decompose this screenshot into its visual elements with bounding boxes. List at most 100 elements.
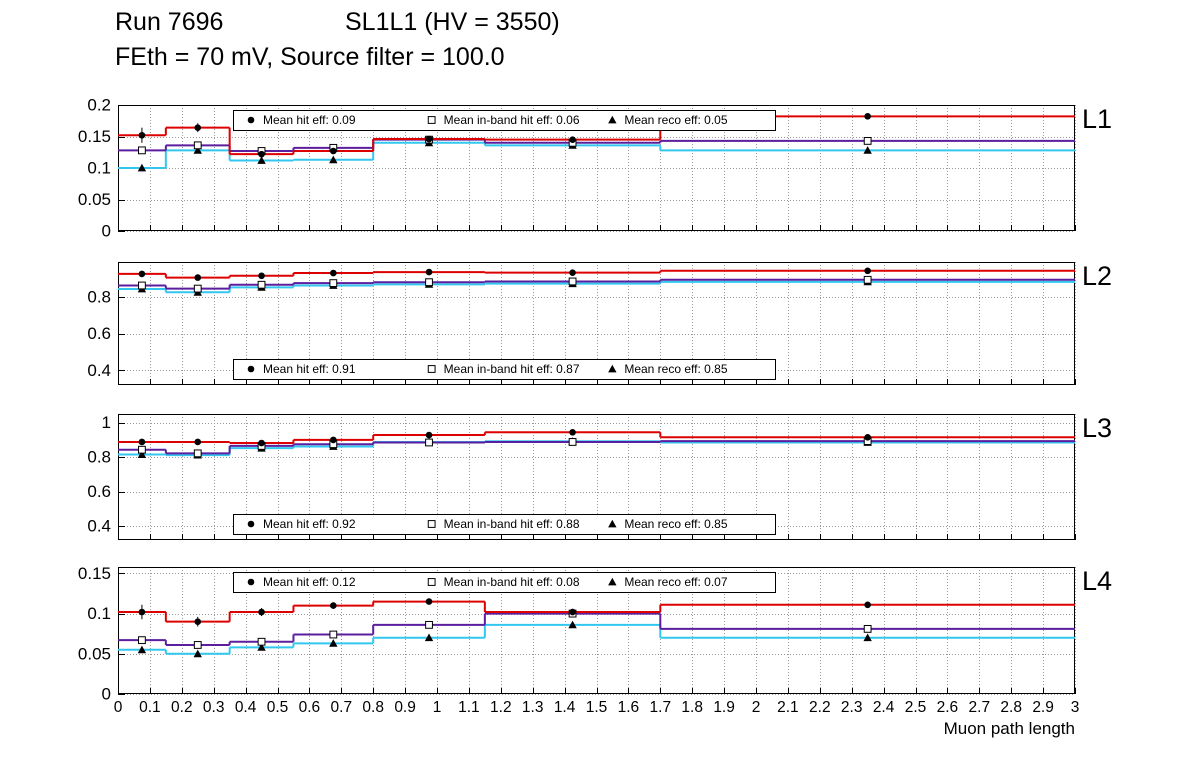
reco-marker-triangle xyxy=(257,643,266,651)
settings-title: FEth = 70 mV, Source filter = 100.0 xyxy=(115,43,505,71)
hit-marker-circle xyxy=(864,601,871,609)
x-tick-label: 1.7 xyxy=(650,699,672,716)
inband-marker-square xyxy=(193,449,202,458)
inband-marker-square xyxy=(425,278,433,287)
hit-marker-circle xyxy=(194,124,202,131)
reco-marker-triangle xyxy=(137,645,147,654)
reco-marker-triangle xyxy=(137,163,147,172)
x-tick-label: 0.4 xyxy=(235,699,257,716)
legend: Mean hit eff: 0.12 Mean in-band hit eff: … xyxy=(233,572,776,593)
x-tick-label: 2.8 xyxy=(1000,699,1022,716)
inband-marker-square xyxy=(193,641,202,649)
hit-marker-circle xyxy=(258,150,265,158)
inband-marker-square xyxy=(138,445,146,454)
panel-l2: 0.4 0.6 0.8 Mean hit eff: 0.91 Mean in-band … xyxy=(87,262,1076,385)
x-tick-label: 2.4 xyxy=(873,699,895,716)
reco-marker-triangle xyxy=(608,115,617,124)
x-tick-label: 2.2 xyxy=(809,699,831,716)
y-tick-label: 0.2 xyxy=(87,96,111,115)
y-tick-label: 0 xyxy=(102,685,111,704)
hit-marker-circle xyxy=(330,147,337,155)
reco-marker-triangle xyxy=(863,633,872,642)
y-tick-label: 0.4 xyxy=(87,361,111,380)
y-tick-label: 0.15 xyxy=(78,564,111,583)
panel-l1: 0 0.05 0.1 0.15 0.2 Mean hit eff: 0.09 Mean in… xyxy=(78,96,1076,241)
hit-marker-circle xyxy=(425,431,433,439)
axis-ticks xyxy=(118,573,1076,695)
x-tick-label: 2 xyxy=(752,699,761,716)
hit-marker-circle xyxy=(247,520,255,528)
x-tick-label: 0.9 xyxy=(394,699,416,716)
run-title: Run 7696 xyxy=(115,8,224,36)
y-tick-label: 0.4 xyxy=(87,517,111,536)
y-tick-label: 0.8 xyxy=(87,287,111,306)
legend: Mean hit eff: 0.91 Mean in-band hit eff: … xyxy=(233,359,776,380)
panel-label-l4: L4 xyxy=(1082,566,1113,596)
x-tick-label: 1.9 xyxy=(713,699,735,716)
x-tick-label: 1.3 xyxy=(522,699,544,716)
hit-marker-circle xyxy=(425,598,433,605)
inband-marker-square xyxy=(427,520,436,528)
inband-marker-square xyxy=(863,137,872,145)
x-tick-label: 2.1 xyxy=(777,699,799,716)
panel-label-l3: L3 xyxy=(1082,413,1113,443)
x-tick-label: 0.5 xyxy=(267,699,289,716)
legend-label: Mean in-band hit eff: 0.06 xyxy=(444,113,580,127)
hit-marker-circle xyxy=(569,608,576,616)
inband-marker-square xyxy=(329,279,338,288)
inband-marker-square xyxy=(257,280,266,289)
x-tick-label: 0.3 xyxy=(203,699,225,716)
hit-marker-circle xyxy=(425,135,433,143)
inband-marker-square xyxy=(568,277,577,286)
panel-frame xyxy=(118,567,1075,694)
x-tick-label: 0.7 xyxy=(331,699,353,716)
legend-label: Mean in-band hit eff: 0.88 xyxy=(444,517,580,531)
hit-marker-circle xyxy=(247,578,255,586)
inband-marker-square xyxy=(863,624,872,633)
legend: Mean hit eff: 0.09 Mean in-band hit eff: … xyxy=(233,110,776,131)
inband-marker-square xyxy=(863,275,872,284)
x-tick-label: 3 xyxy=(1071,699,1080,716)
hit-marker-circle xyxy=(258,439,265,447)
reco-marker-triangle xyxy=(608,577,617,586)
inband-marker-square xyxy=(427,365,436,373)
reco-marker-triangle xyxy=(193,146,202,154)
y-tick-label: 0.15 xyxy=(78,127,111,146)
hit-marker-circle xyxy=(138,270,146,278)
hit-marker-circle xyxy=(569,136,576,143)
x-tick-label: 1.8 xyxy=(681,699,703,716)
y-tick-label: 0.8 xyxy=(87,448,111,467)
x-tick-label: 1.5 xyxy=(586,699,608,716)
legend-label: Mean hit eff: 0.91 xyxy=(263,362,356,376)
hit-marker-circle xyxy=(138,131,146,139)
data-markers xyxy=(137,267,872,296)
x-tick-label: 1.1 xyxy=(458,699,480,716)
x-tick-label: 0.1 xyxy=(139,699,161,716)
x-tick-label: 1.4 xyxy=(554,699,576,716)
hit-marker-circle xyxy=(864,267,871,275)
hit-marker-circle xyxy=(194,274,202,281)
hit-marker-circle xyxy=(247,116,255,124)
hit-marker-circle xyxy=(258,608,265,616)
hit-marker-circle xyxy=(247,365,255,373)
inband-marker-square xyxy=(427,116,436,124)
x-tick-label: 2.7 xyxy=(969,699,991,716)
y-tick-label: 0.1 xyxy=(87,159,111,178)
panel-l4: 0 0.05 0.1 0.15 Mean hit eff: 0.12 Mean in-ba… xyxy=(78,564,1076,704)
legend-box xyxy=(233,110,776,131)
legend-label: Mean reco eff: 0.07 xyxy=(624,575,728,589)
reco-marker-triangle xyxy=(608,364,617,373)
inband-marker-square xyxy=(568,438,577,446)
inband-marker-square xyxy=(257,637,266,646)
x-tick-label: 1.6 xyxy=(618,699,640,716)
reco-marker-triangle xyxy=(193,649,202,658)
hit-marker-circle xyxy=(194,618,202,625)
legend-box xyxy=(233,572,776,593)
panel-label-l2: L2 xyxy=(1082,261,1113,291)
data-markers xyxy=(137,598,872,658)
inband-marker-square xyxy=(138,146,146,155)
x-tick-label: 2.9 xyxy=(1032,699,1054,716)
legend-box xyxy=(233,514,776,535)
y-tick-label: 0.1 xyxy=(87,604,111,623)
